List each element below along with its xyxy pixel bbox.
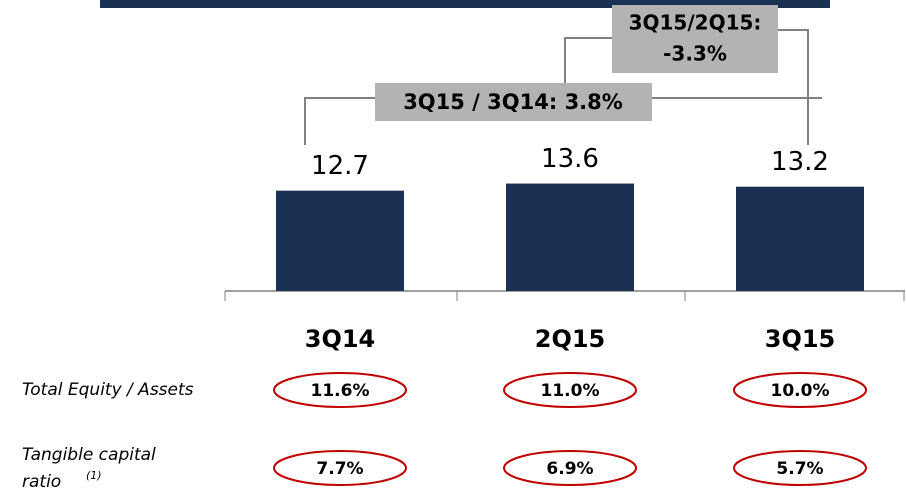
bar: [736, 186, 864, 291]
ratio-value: 6.9%: [546, 459, 593, 479]
ratio-value: 11.0%: [541, 381, 600, 401]
ratio-value: 7.7%: [316, 459, 363, 479]
footnote-ref: (1): [86, 469, 102, 482]
x-tick-label: 3Q15: [765, 325, 836, 353]
ratio-value: 11.6%: [311, 381, 370, 401]
value-label: 12.7: [311, 151, 369, 181]
ratio-oval: [503, 450, 637, 486]
annotation: -3.3%: [663, 42, 727, 66]
annotation-box: [612, 5, 778, 73]
value-label: 13.2: [771, 147, 829, 177]
connector: [778, 29, 809, 145]
ratio-oval: [503, 372, 637, 408]
ratio-oval: [273, 450, 407, 486]
row-label-text: Tangible capital: [22, 445, 156, 465]
annotation: 3Q15 / 3Q14: 3.8%: [403, 90, 623, 114]
annotation: 3Q15/2Q15:: [629, 11, 762, 35]
row-label-cont: ratio: [22, 472, 61, 492]
ratio-value: 5.7%: [776, 459, 823, 479]
x-tick-label: 3Q14: [305, 325, 376, 353]
ratio-oval: [273, 372, 407, 408]
value-label: 13.6: [541, 144, 599, 174]
header-band: [100, 0, 830, 8]
x-tick-label: 2Q15: [535, 325, 606, 353]
bar: [276, 190, 404, 291]
ratio-oval: [733, 372, 867, 408]
connector: [564, 37, 612, 83]
annotation-box: [375, 83, 652, 121]
row-label: Total Equity / Assets: [22, 380, 194, 400]
bar: [506, 183, 634, 291]
connector: [304, 97, 375, 145]
ratio-oval: [733, 450, 867, 486]
ratio-value: 10.0%: [771, 381, 830, 401]
row-label: Tangible capital: [22, 445, 156, 465]
